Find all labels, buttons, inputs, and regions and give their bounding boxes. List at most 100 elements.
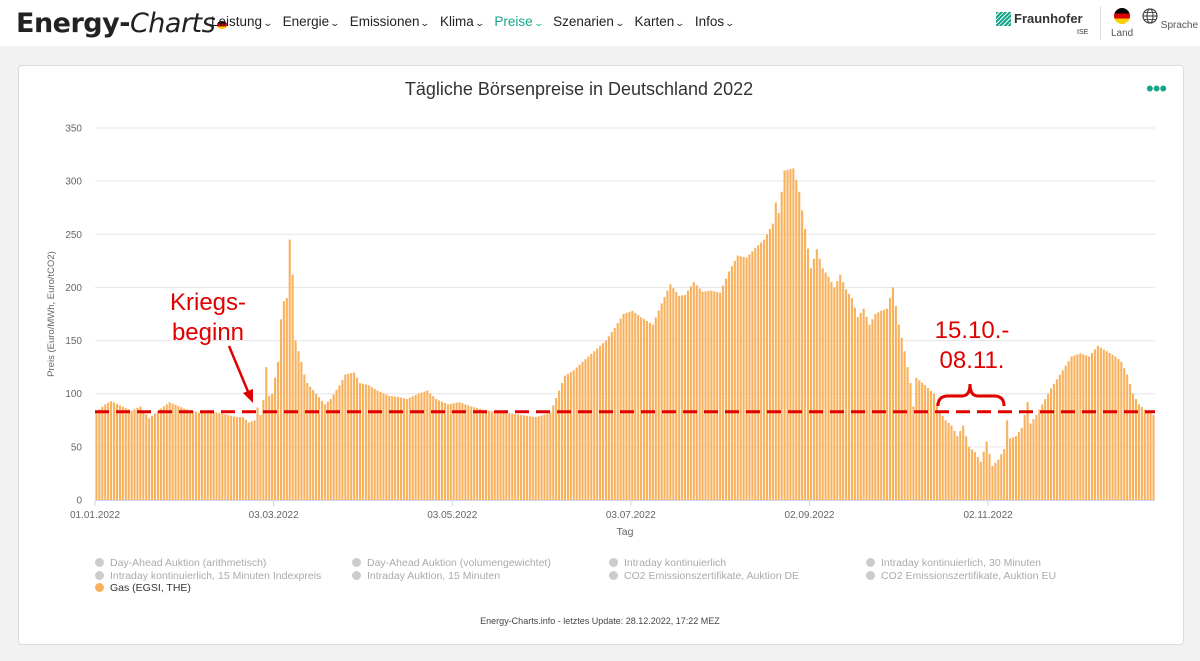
bar [192,411,195,500]
bar [812,258,815,500]
bar [1073,355,1076,500]
bar [522,415,526,500]
bar [1009,438,1012,500]
bar [1146,411,1149,500]
bar [637,315,640,500]
bar [657,310,660,500]
legend-item[interactable]: Day-Ahead Auktion (arithmetisch) [95,557,321,570]
bar [686,290,690,500]
menu-label: Karten [634,14,675,29]
bar [669,284,672,500]
bar [956,436,959,500]
bar [801,210,804,500]
bar [189,410,192,500]
bar [906,367,909,500]
bar [1120,361,1123,500]
bar [780,191,783,500]
bar [250,421,253,500]
bar [531,416,534,500]
fraunhofer-logo[interactable]: Fraunhofer ISE [996,11,1092,38]
bar [587,356,590,500]
legend-item[interactable]: Day-Ahead Auktion (volumengewichtet) [352,557,551,570]
bar [200,412,203,500]
bar [291,274,294,500]
menu-label: Infos [694,14,725,29]
bar [1137,404,1140,500]
legend-label: Intraday Auktion, 15 Minuten [367,569,501,582]
bar [1082,354,1085,500]
bar [915,377,918,500]
legend-item[interactable]: Intraday Auktion, 15 Minuten [352,570,551,583]
bar [399,397,403,500]
chart-title: Tägliche Börsenpreise in Deutschland 202… [404,79,754,99]
legend-item[interactable]: Intraday kontinuierlich, 30 Minuten [866,557,1056,570]
bar [970,449,974,500]
bar [256,407,259,500]
bar [777,213,780,500]
bar [1026,402,1029,500]
bar [695,285,698,500]
bar [499,412,502,500]
bar [303,374,306,500]
legend-dot [352,558,361,567]
bar [235,417,239,500]
bar [932,393,935,500]
menu-item-karten[interactable]: Karten⌄ [634,14,685,29]
bar [763,239,766,500]
legend-label: Day-Ahead Auktion (arithmetisch) [110,557,267,569]
bar [101,406,104,500]
annotation-arrow [227,345,251,395]
language-selector[interactable]: Sprache [1142,6,1198,31]
legend-item[interactable]: Intraday kontinuierlich [609,557,799,570]
legend-column-1: Day-Ahead Auktion (arithmetisch) Intrada… [95,557,321,595]
legend-item[interactable]: CO2 Emissionszertifikate, Auktion EU [866,570,1056,583]
legend-label: CO2 Emissionszertifikate, Auktion DE [624,569,800,582]
bar [607,336,610,500]
menu-item-infos[interactable]: Infos⌄ [694,14,735,29]
legend-item-gas[interactable]: Gas (EGSI, THE) [95,582,321,595]
bar [443,403,446,500]
legend-dot [866,558,875,567]
legend-column-4: Intraday kontinuierlich, 30 Minuten CO2 … [866,557,1056,582]
bar [1020,427,1023,500]
bar [502,412,505,500]
bar [871,319,874,500]
bar [247,422,250,500]
bar [408,397,411,500]
bar [719,292,722,500]
bar [722,285,725,500]
energy-charts-logo[interactable]: Energy-Charts [16,8,228,39]
bar [1070,356,1073,500]
bar [593,351,596,500]
bar [736,255,739,500]
menu-item-preise[interactable]: Preise⌄ [494,14,543,29]
bar [563,375,567,500]
bar [420,392,423,500]
main-menu: Leistung⌄ Energie⌄ Emissionen⌄ Klima⌄ Pr… [211,14,735,29]
bar [209,412,212,500]
land-selector[interactable]: Land [1111,6,1133,39]
legend-item[interactable]: Intraday kontinuierlich, 15 Minuten Inde… [95,570,321,583]
top-navigation: Energy-Charts Leistung⌄ Energie⌄ Emissio… [0,0,1200,46]
menu-item-klima[interactable]: Klima⌄ [440,14,485,29]
menu-item-energie[interactable]: Energie⌄ [283,14,341,29]
legend-item[interactable]: CO2 Emissionszertifikate, Auktion DE [609,570,799,583]
bar [1052,383,1056,500]
menu-item-szenarien[interactable]: Szenarien⌄ [553,14,625,29]
bar [771,223,774,500]
bar [560,383,564,500]
x-tick-label: 03.07.2022 [606,510,656,521]
menu-item-leistung[interactable]: Leistung⌄ [211,14,273,29]
bar [385,394,388,500]
bar [490,411,493,500]
bar [259,414,262,500]
bar [458,402,461,500]
x-axis-ticks: 01.01.2022 03.03.2022 03.05.2022 03.07.2022… [70,500,1013,521]
bar [1099,347,1102,500]
bar [429,393,432,500]
menu-item-emissionen[interactable]: Emissionen⌄ [350,14,431,29]
bar [315,393,318,500]
bar [997,459,1000,500]
bar [382,393,385,500]
